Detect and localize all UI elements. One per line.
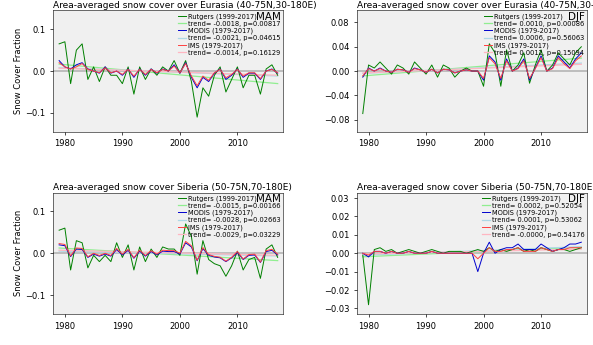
Text: MAM: MAM bbox=[256, 194, 281, 204]
Legend: Rutgers (1999-2017), trend= -0.0018, p=0.00817, MODIS (1979-2017), trend= -0.002: Rutgers (1999-2017), trend= -0.0018, p=0… bbox=[177, 12, 282, 56]
Text: Area-averaged snow cover over Eurasia (40-75N,30-180E): Area-averaged snow cover over Eurasia (4… bbox=[53, 1, 317, 10]
Legend: Rutgers (1999-2017), trend= 0.0002, p=0.52054, MODIS (1979-2017), trend= 0.0001,: Rutgers (1999-2017), trend= 0.0002, p=0.… bbox=[481, 195, 585, 238]
Legend: Rutgers (1999-2017), trend= -0.0015, p=0.00166, MODIS (1979-2017), trend= -0.002: Rutgers (1999-2017), trend= -0.0015, p=0… bbox=[177, 195, 282, 238]
Text: DJF: DJF bbox=[568, 194, 585, 204]
Text: MAM: MAM bbox=[256, 12, 281, 22]
Text: DJF: DJF bbox=[568, 12, 585, 22]
Legend: Rutgers (1999-2017), trend= 0.0010, p=0.00086, MODIS (1979-2017), trend= 0.0006,: Rutgers (1999-2017), trend= 0.0010, p=0.… bbox=[483, 12, 585, 56]
Y-axis label: Snow Cover Fraction: Snow Cover Fraction bbox=[14, 210, 23, 296]
Text: Area-averaged snow cover Siberia (50-75N,70-180E): Area-averaged snow cover Siberia (50-75N… bbox=[357, 183, 593, 192]
Text: Area-averaged snow cover over Eurasia (40-75N,30-180E): Area-averaged snow cover over Eurasia (4… bbox=[357, 1, 593, 10]
Text: Area-averaged snow cover Siberia (50-75N,70-180E): Area-averaged snow cover Siberia (50-75N… bbox=[53, 183, 292, 192]
Y-axis label: Snow Cover Fraction: Snow Cover Fraction bbox=[14, 28, 23, 114]
